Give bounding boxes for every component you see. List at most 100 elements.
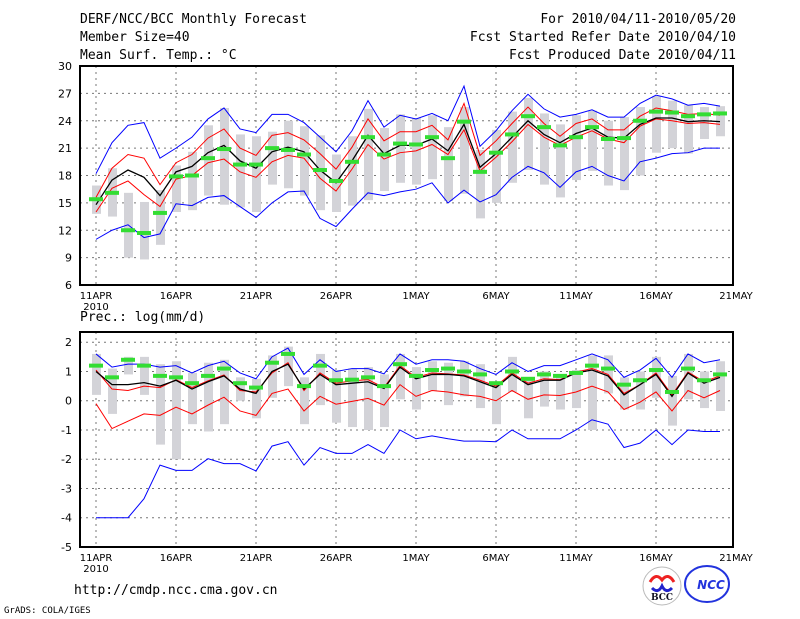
observation-mark [265, 146, 279, 151]
ensemble-spread-bar [252, 378, 261, 419]
ensemble-spread-bar [444, 362, 453, 406]
observation-mark [121, 228, 135, 233]
ensemble-spread-bar [444, 127, 453, 202]
observation-mark [329, 378, 343, 383]
observation-mark [521, 114, 535, 119]
observation-mark [489, 381, 503, 386]
ensemble-spread-bar [172, 165, 181, 212]
observation-mark [601, 366, 615, 371]
ncc-logo: NCC [684, 565, 730, 603]
ensemble-spread-bar [124, 356, 133, 375]
observation-mark [473, 372, 487, 377]
observation-mark [393, 362, 407, 367]
observation-mark [505, 369, 519, 374]
ensemble-spread-bar [588, 355, 597, 430]
y-tick-label: 6 [65, 279, 72, 292]
precip-chart-title: Prec.: log(mm/d) [80, 310, 206, 325]
ensemble-spread-bar [556, 124, 565, 198]
observation-mark [681, 366, 695, 371]
ensemble-spread-bar [380, 128, 389, 192]
x-tick-label: 11APR [80, 291, 113, 302]
ensemble-spread-bar [668, 375, 677, 426]
observation-mark [377, 152, 391, 157]
ensemble-spread-bar [460, 361, 469, 397]
x-tick-label: 16MAY [639, 291, 673, 302]
observation-mark [617, 382, 631, 387]
observation-mark [393, 141, 407, 146]
observation-mark [153, 373, 167, 378]
y-tick-label: -4 [61, 512, 72, 525]
ensemble-spread-bar [332, 154, 341, 212]
observation-mark [313, 363, 327, 368]
y-tick-label: 24 [58, 115, 72, 128]
observation-mark [409, 142, 423, 147]
ensemble-spread-bar [316, 353, 325, 406]
forecast-period: For 2010/04/11-2010/05/20 [540, 12, 736, 27]
forecast-produced-date: Fcst Produced Date 2010/04/11 [509, 48, 736, 63]
ensemble-spread-bar [220, 107, 229, 205]
observation-mark [585, 363, 599, 368]
observation-mark [265, 360, 279, 365]
ensemble-spread-bar [636, 371, 645, 410]
ensemble-spread-bar [716, 106, 725, 137]
observation-mark [377, 384, 391, 389]
observation-mark [185, 381, 199, 386]
ensemble-spread-bar [492, 383, 501, 425]
y-tick-label: -3 [61, 482, 72, 495]
ensemble-spread-bar [556, 374, 565, 410]
y-tick-label: 12 [58, 224, 72, 237]
chart-title: DERF/NCC/BCC Monthly Forecast [80, 12, 307, 27]
ensemble-spread-bar [476, 149, 485, 219]
ensemble-mean-line [95, 117, 721, 206]
x-tick-year: 2010 [83, 564, 108, 575]
ensemble-spread-bar [108, 368, 117, 414]
observation-mark [697, 378, 711, 383]
ensemble-spread-bar [268, 355, 277, 398]
observation-mark [249, 162, 263, 167]
observation-mark [553, 143, 567, 148]
x-tick-label: 26APR [320, 291, 353, 302]
observation-mark [585, 125, 599, 130]
observation-mark [105, 375, 119, 380]
y-tick-label: 9 [65, 252, 72, 265]
ensemble-spread-bar [380, 374, 389, 428]
observation-mark [649, 368, 663, 373]
ensemble-spread-bar [396, 353, 405, 400]
ensemble-max-line [95, 347, 721, 380]
x-tick-label: 26APR [320, 553, 353, 564]
observation-mark [361, 375, 375, 380]
y-tick-label: 21 [58, 142, 72, 155]
y-tick-label: 1 [65, 365, 72, 378]
observation-mark [89, 363, 103, 368]
observation-mark [617, 136, 631, 141]
ensemble-spread-bar [284, 346, 293, 387]
y-tick-label: 30 [58, 60, 72, 73]
ensemble-spread-bar [716, 361, 725, 411]
y-tick-label: 18 [58, 170, 72, 183]
ensemble-spread-bar [284, 120, 293, 189]
x-tick-label: 16APR [160, 291, 193, 302]
observation-mark [713, 372, 727, 377]
source-url[interactable]: http://cmdp.ncc.cma.gov.cn [74, 583, 278, 598]
observation-mark [137, 230, 151, 235]
grads-credit: GrADS: COLA/IGES [4, 606, 91, 616]
ensemble-spread-bar [668, 100, 677, 149]
observation-mark [281, 147, 295, 152]
observation-mark [201, 373, 215, 378]
x-tick-label: 1MAY [402, 553, 430, 564]
ensemble-upper-line [95, 101, 721, 198]
observation-mark [665, 110, 679, 115]
y-tick-label: -2 [61, 453, 72, 466]
observation-mark [217, 366, 231, 371]
observation-mark [105, 190, 119, 195]
observation-mark [505, 132, 519, 137]
observation-mark [425, 135, 439, 140]
ensemble-spread-bar [492, 129, 501, 203]
observation-mark [409, 373, 423, 378]
observation-mark [233, 162, 247, 167]
x-tick-label: 1MAY [402, 291, 430, 302]
ensemble-spread-bar [652, 356, 661, 398]
ensemble-spread-bar [220, 359, 229, 425]
ensemble-spread-bar [636, 107, 645, 176]
